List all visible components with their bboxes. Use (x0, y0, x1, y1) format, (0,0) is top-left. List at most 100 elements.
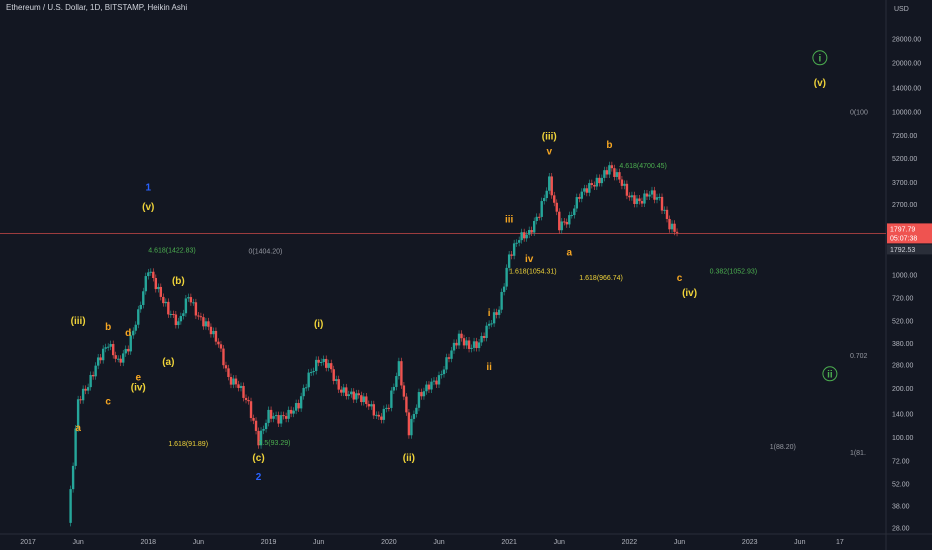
candle-body (76, 399, 80, 429)
candle-body (573, 208, 576, 216)
candle-body (623, 183, 626, 186)
candle-body (558, 211, 561, 231)
y-axis-unit: USD (894, 6, 909, 13)
candle-body (309, 372, 313, 374)
candle-body (144, 276, 147, 292)
candle-body (317, 359, 320, 363)
candle-body (668, 218, 671, 230)
candle-body (159, 286, 163, 297)
candle-body (543, 198, 546, 202)
candle-body (96, 357, 100, 366)
candle-body (94, 365, 97, 377)
candle-body (302, 387, 305, 397)
candle-body (224, 365, 228, 369)
candle-body (460, 333, 463, 339)
y-tick-label: 520.00 (892, 319, 914, 326)
candle-body (447, 357, 451, 359)
candle-body (337, 379, 340, 390)
x-tick-label: 2022 (622, 539, 638, 546)
candle-body (593, 184, 596, 187)
current-price-value: 1797.79 (890, 226, 915, 233)
candle-body (262, 429, 265, 431)
wave-label: (iv) (131, 383, 146, 394)
candle-body (297, 403, 300, 409)
y-tick-label: 7200.00 (892, 133, 917, 140)
candle-body (234, 378, 238, 385)
candle-body (117, 358, 120, 360)
candle-body (650, 190, 654, 195)
candle-body (497, 309, 501, 315)
y-tick-label: 140.00 (892, 411, 914, 418)
x-tick-label: Jun (313, 539, 324, 546)
candle-body (212, 330, 215, 335)
candle-body (264, 422, 268, 430)
candle-body (585, 188, 589, 193)
candle-body (119, 358, 122, 363)
x-tick-label: 2018 (140, 539, 156, 546)
candle-body (392, 386, 396, 391)
candle-body (179, 316, 183, 322)
x-tick-label: 2023 (742, 539, 758, 546)
candle-body (194, 302, 198, 316)
candle-body (517, 240, 521, 243)
candle-body (615, 172, 619, 177)
candle-body (410, 418, 413, 436)
candle-body (169, 314, 173, 316)
candle-body (520, 232, 523, 241)
candle-body (347, 394, 350, 397)
wave-label: ii (486, 362, 492, 373)
x-tick-label: 17 (836, 539, 844, 546)
candle-body (595, 177, 599, 187)
candle-body (252, 418, 255, 421)
candle-body (578, 197, 581, 199)
candle-body (655, 197, 659, 200)
candle-body (467, 340, 471, 349)
y-tick-label: 28.00 (892, 525, 910, 532)
fib-label: 0(100 (850, 110, 868, 117)
wave-label: (b) (172, 276, 185, 287)
candle-body (610, 165, 614, 169)
candle-body (540, 201, 543, 217)
y-tick-label: 52.00 (892, 481, 910, 488)
x-tick-label: Jun (794, 539, 805, 546)
candle-body (452, 342, 456, 351)
candle-body (162, 296, 165, 304)
candle-body (380, 416, 383, 420)
wave-label: iii (505, 214, 514, 225)
candle-body (355, 393, 358, 400)
candle-body (217, 341, 220, 345)
candle-body (325, 358, 328, 368)
candle-body (457, 333, 461, 346)
wave-label: (ii) (403, 453, 415, 464)
candle-body (660, 196, 664, 211)
candle-body (327, 363, 330, 368)
candle-body (402, 385, 406, 397)
candle-body (74, 428, 77, 466)
fib-label: 1.618(966.74) (579, 275, 623, 282)
candle-body (507, 254, 511, 268)
wave-label: d (125, 328, 131, 339)
x-tick-label: 2020 (381, 539, 397, 546)
x-tick-label: 2019 (261, 539, 277, 546)
wave-label: c (105, 396, 111, 407)
candle-body (157, 286, 160, 290)
candle-body (390, 390, 393, 408)
candle-body (375, 414, 378, 416)
candle-body (580, 191, 584, 199)
candle-body (568, 215, 571, 225)
candle-body (299, 396, 303, 409)
wave-label: b (606, 140, 612, 151)
candle-body (154, 278, 158, 290)
wave-label: v (546, 146, 552, 157)
candle-body (164, 301, 168, 304)
candle-body (247, 399, 250, 402)
candle-body (112, 344, 115, 356)
candle-body (487, 323, 491, 326)
candle-body (442, 369, 446, 375)
candle-body (472, 341, 476, 348)
candle-body (415, 407, 418, 414)
candle-body (229, 376, 233, 385)
candle-body (292, 410, 295, 414)
candle-body (555, 202, 558, 212)
